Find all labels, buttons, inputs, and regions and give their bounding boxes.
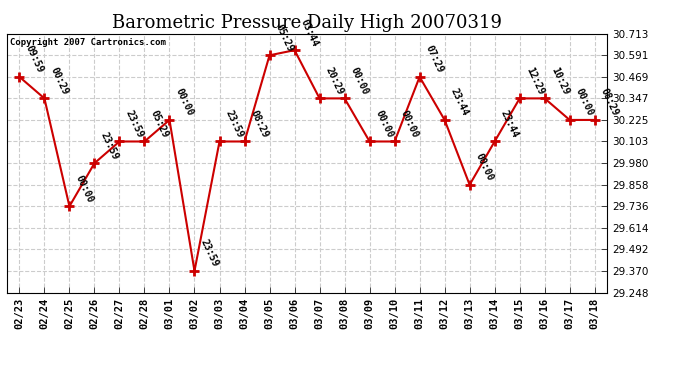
Text: 00:29: 00:29 bbox=[48, 65, 70, 96]
Text: 00:00: 00:00 bbox=[174, 87, 195, 118]
Text: 08:29: 08:29 bbox=[599, 87, 620, 118]
Text: Copyright 2007 Cartronics.com: Copyright 2007 Cartronics.com bbox=[10, 38, 166, 46]
Text: 00:00: 00:00 bbox=[474, 152, 495, 183]
Text: 10:29: 10:29 bbox=[549, 65, 571, 96]
Text: 12:29: 12:29 bbox=[524, 65, 545, 96]
Text: 08:29: 08:29 bbox=[248, 108, 270, 140]
Text: 03:44: 03:44 bbox=[299, 17, 320, 48]
Text: 09:59: 09:59 bbox=[23, 44, 45, 75]
Text: 20:29: 20:29 bbox=[324, 65, 345, 96]
Text: 05:29: 05:29 bbox=[274, 22, 295, 53]
Text: 00:00: 00:00 bbox=[399, 108, 420, 140]
Text: 00:00: 00:00 bbox=[374, 108, 395, 140]
Text: 23:44: 23:44 bbox=[499, 108, 520, 140]
Text: 23:59: 23:59 bbox=[124, 108, 145, 140]
Title: Barometric Pressure Daily High 20070319: Barometric Pressure Daily High 20070319 bbox=[112, 14, 502, 32]
Text: 00:00: 00:00 bbox=[348, 65, 371, 96]
Text: 23:59: 23:59 bbox=[224, 108, 245, 140]
Text: 05:29: 05:29 bbox=[148, 108, 170, 140]
Text: 00:00: 00:00 bbox=[74, 173, 95, 204]
Text: 07:29: 07:29 bbox=[424, 44, 445, 75]
Text: 23:44: 23:44 bbox=[448, 87, 471, 118]
Text: 00:00: 00:00 bbox=[574, 87, 595, 118]
Text: 23:59: 23:59 bbox=[99, 130, 120, 161]
Text: 23:59: 23:59 bbox=[199, 238, 220, 269]
